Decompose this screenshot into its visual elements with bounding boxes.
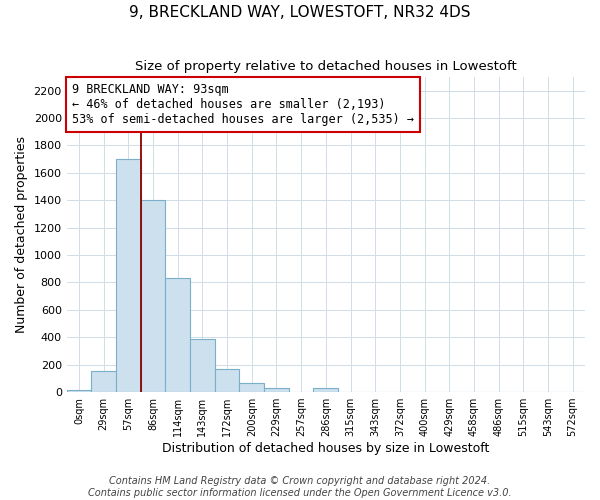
X-axis label: Distribution of detached houses by size in Lowestoft: Distribution of detached houses by size … — [162, 442, 490, 455]
Bar — [264, 388, 289, 392]
Bar — [166, 278, 190, 392]
Bar — [190, 340, 215, 392]
Text: 9, BRECKLAND WAY, LOWESTOFT, NR32 4DS: 9, BRECKLAND WAY, LOWESTOFT, NR32 4DS — [129, 5, 471, 20]
Text: Contains HM Land Registry data © Crown copyright and database right 2024.
Contai: Contains HM Land Registry data © Crown c… — [88, 476, 512, 498]
Bar — [313, 388, 338, 392]
Bar — [91, 371, 116, 392]
Title: Size of property relative to detached houses in Lowestoft: Size of property relative to detached ho… — [135, 60, 517, 73]
Bar — [141, 200, 166, 392]
Bar — [116, 159, 141, 392]
Text: 9 BRECKLAND WAY: 93sqm
← 46% of detached houses are smaller (2,193)
53% of semi-: 9 BRECKLAND WAY: 93sqm ← 46% of detached… — [72, 83, 414, 126]
Bar — [67, 390, 91, 392]
Y-axis label: Number of detached properties: Number of detached properties — [15, 136, 28, 333]
Bar — [215, 370, 239, 392]
Bar — [239, 383, 264, 392]
